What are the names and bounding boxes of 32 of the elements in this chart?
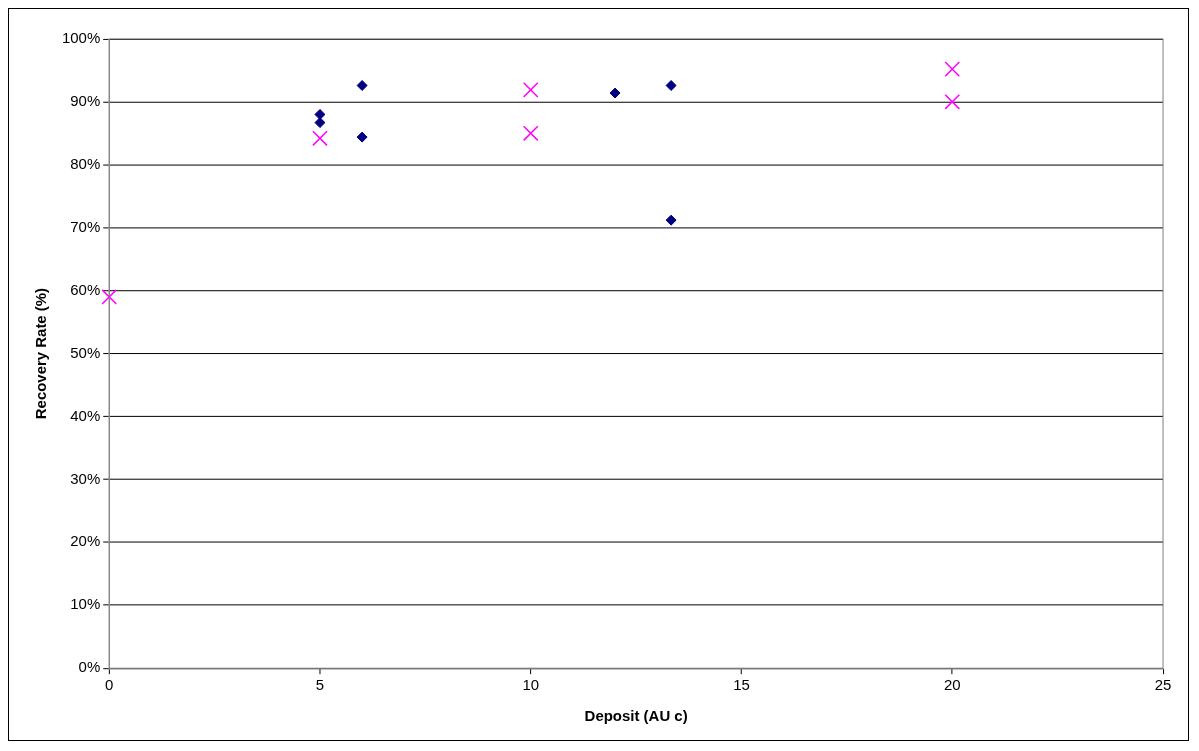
point bbox=[609, 87, 621, 99]
point bbox=[522, 125, 539, 142]
y-tick-label: 50% bbox=[70, 343, 101, 361]
x-axis-title: Deposit (AU c) bbox=[584, 707, 688, 725]
point bbox=[356, 80, 368, 91]
x-tick-label: 25 bbox=[1154, 676, 1172, 694]
x-tick-label: 5 bbox=[315, 676, 325, 694]
point bbox=[312, 130, 328, 147]
x-tick-label: 0 bbox=[105, 676, 114, 694]
y-tick-label: 0% bbox=[78, 658, 101, 676]
point bbox=[944, 94, 961, 110]
x-tick-label: 15 bbox=[733, 676, 750, 694]
point bbox=[101, 289, 117, 305]
x-tick-label: 20 bbox=[943, 676, 961, 694]
point bbox=[356, 131, 368, 143]
y-tick-label: 40% bbox=[70, 406, 101, 424]
y-axis-title: Recovery Rate (%) bbox=[32, 287, 50, 420]
y-tick-label: 90% bbox=[70, 91, 101, 109]
y-tick-label: 80% bbox=[70, 154, 101, 172]
point bbox=[314, 117, 326, 129]
x-tick-label: 10 bbox=[522, 676, 540, 694]
y-tick-label: 30% bbox=[70, 469, 101, 487]
point bbox=[522, 82, 539, 98]
y-tick-label: 100% bbox=[61, 29, 101, 47]
y-tick-label: 10% bbox=[70, 595, 101, 613]
y-tick-label: 60% bbox=[70, 280, 101, 298]
point bbox=[665, 214, 677, 226]
point bbox=[314, 108, 326, 120]
y-tick-label: 20% bbox=[70, 532, 101, 550]
point bbox=[944, 61, 961, 77]
y-tick-label: 70% bbox=[70, 217, 101, 235]
point bbox=[665, 80, 677, 91]
